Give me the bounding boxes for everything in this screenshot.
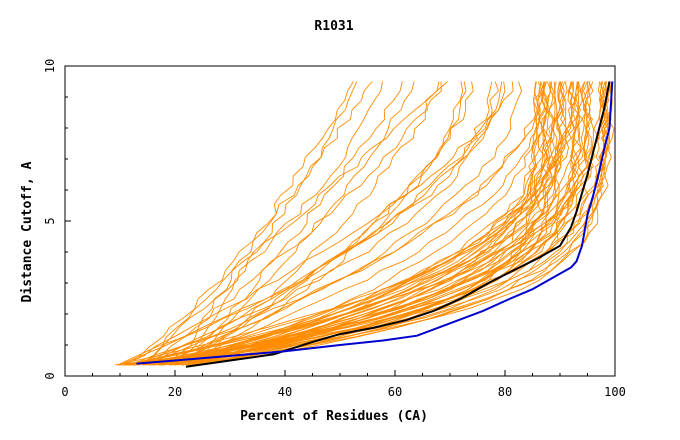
model-curve xyxy=(173,81,566,366)
model-curve xyxy=(118,81,506,366)
x-tick-label: 40 xyxy=(278,385,292,399)
model-curve xyxy=(122,81,514,366)
model-curve xyxy=(171,81,464,366)
model-curve xyxy=(141,81,373,366)
model-curve xyxy=(144,81,440,366)
model-curve xyxy=(125,81,448,366)
x-tick-label: 0 xyxy=(61,385,68,399)
x-tick-label: 60 xyxy=(388,385,402,399)
x-tick-label: 100 xyxy=(604,385,626,399)
model-curve xyxy=(179,81,358,366)
x-tick-label: 20 xyxy=(168,385,182,399)
model-curve xyxy=(122,81,577,366)
model-curve xyxy=(138,81,383,366)
y-tick-label: 5 xyxy=(43,217,57,224)
model-curve xyxy=(185,81,403,366)
model-curve xyxy=(131,81,610,366)
model-curve xyxy=(192,81,582,366)
model-curve xyxy=(178,81,474,366)
y-tick-label: 10 xyxy=(43,59,57,73)
model-curve xyxy=(126,81,591,366)
model-curve xyxy=(117,81,493,366)
model-curve xyxy=(128,81,565,366)
model-curve xyxy=(191,81,415,366)
model-curve xyxy=(174,81,558,366)
model-curve xyxy=(157,81,523,366)
model-curve xyxy=(186,81,612,366)
y-tick-label: 0 xyxy=(43,372,57,379)
x-tick-label: 80 xyxy=(498,385,512,399)
y-axis-label: Distance Cutoff, A xyxy=(20,161,35,302)
series-layer xyxy=(114,81,615,368)
model-curve xyxy=(193,81,577,366)
model-curve xyxy=(161,81,605,366)
model-curve xyxy=(147,81,503,366)
model-curve xyxy=(180,81,575,366)
model-curve xyxy=(114,81,567,366)
model-curve xyxy=(173,81,354,366)
model-curve xyxy=(193,81,467,366)
model-curve xyxy=(158,81,591,366)
axis-layer: 0 20 40 60 80 100 0 5 10 xyxy=(43,59,626,399)
model-curve xyxy=(142,81,591,366)
model-curve xyxy=(160,81,546,366)
x-axis-label: Percent of Residues (CA) xyxy=(240,409,428,424)
highlight-curve-black xyxy=(185,81,611,368)
chart-title: R1031 xyxy=(314,19,353,34)
model-curve xyxy=(132,81,545,366)
model-curve xyxy=(158,81,574,366)
model-curve xyxy=(168,81,586,366)
highlight-curve-blue xyxy=(136,81,614,365)
